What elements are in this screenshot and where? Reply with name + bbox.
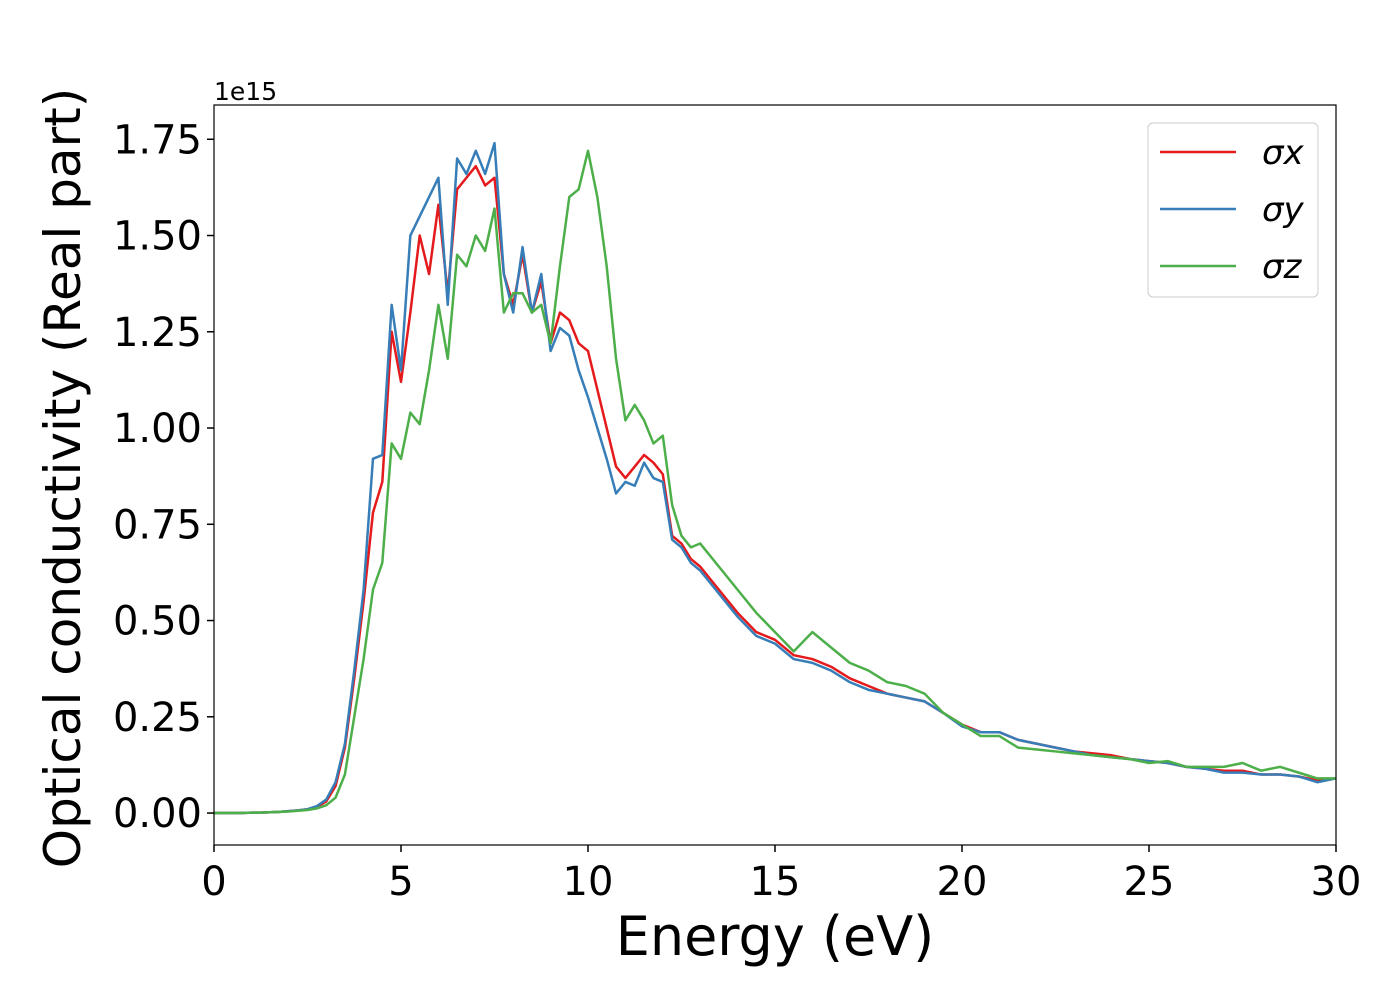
plot-lines (214, 141, 1336, 815)
x-tick-label: 20 (937, 859, 988, 905)
x-tick-label: 5 (388, 859, 413, 905)
legend-label: σz (1262, 247, 1303, 287)
legend-label: σy (1262, 190, 1305, 230)
y-tick-label: 0.25 (113, 695, 202, 741)
x-tick-label: 25 (1124, 859, 1175, 905)
y-tick-label: 1.00 (113, 406, 202, 452)
x-axis-label: Energy (eV) (616, 905, 935, 968)
y-tick-label: 1.50 (113, 214, 202, 260)
y-tick-label: 0.75 (113, 502, 202, 548)
x-tick-label: 15 (750, 859, 801, 905)
x-tick-label: 10 (563, 859, 614, 905)
y-tick-label: 1.25 (113, 310, 202, 356)
y-axis-label: Optical conductivity (Real part) (34, 88, 92, 869)
y-tick-label: 1.75 (113, 117, 202, 163)
y-tick-label: 0.50 (113, 599, 202, 645)
offset-label: 1e15 (214, 77, 277, 106)
series-line (214, 141, 1336, 815)
x-tick-label: 0 (201, 859, 226, 905)
series-line (214, 149, 1336, 815)
plot-frame (213, 104, 1337, 846)
y-tick-label: 0.00 (113, 791, 202, 837)
legend-label: σx (1262, 133, 1305, 173)
x-tick-label: 30 (1311, 859, 1362, 905)
